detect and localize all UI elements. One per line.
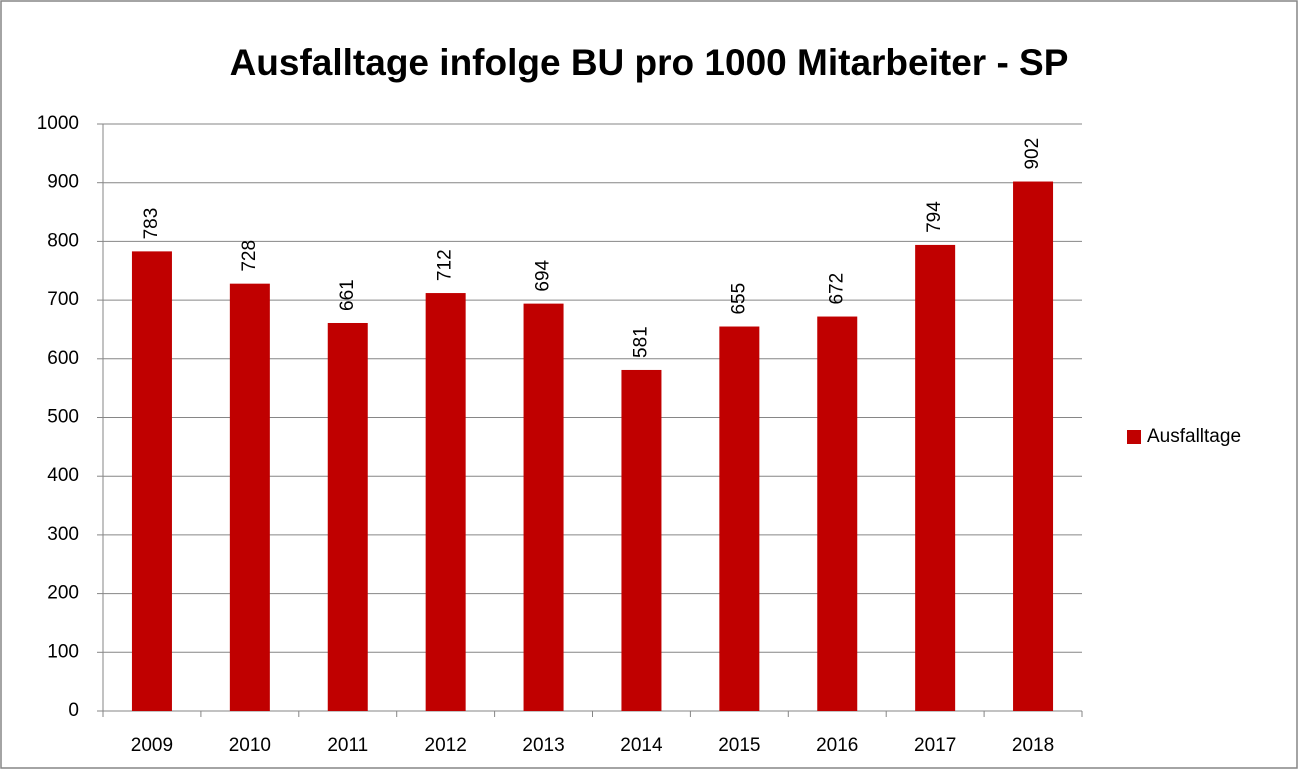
y-tick-label: 500	[47, 407, 79, 428]
bar	[523, 303, 564, 711]
bar	[1013, 181, 1054, 711]
data-label: 728	[239, 240, 260, 272]
bar	[621, 369, 662, 711]
y-tick-label: 600	[47, 348, 79, 369]
data-label: 712	[435, 249, 456, 281]
y-tick-label: 800	[47, 230, 79, 251]
data-label: 661	[337, 279, 358, 311]
x-tick-label: 2012	[425, 735, 467, 756]
bar	[719, 326, 760, 711]
y-tick-label: 1000	[37, 113, 79, 134]
x-tick-label: 2017	[914, 735, 956, 756]
y-tick-label: 700	[47, 289, 79, 310]
x-tick-label: 2010	[229, 735, 271, 756]
x-tick-label: 2014	[620, 735, 663, 756]
y-tick-label: 900	[47, 172, 79, 193]
x-tick-label: 2016	[816, 735, 858, 756]
bar	[229, 283, 270, 711]
data-label: 581	[630, 326, 651, 358]
chart-title: Ausfalltage infolge BU pro 1000 Mitarbei…	[230, 42, 1069, 83]
bar	[425, 293, 466, 711]
y-tick-label: 300	[47, 524, 79, 545]
x-tick-label: 2011	[327, 735, 368, 756]
legend-swatch	[1127, 430, 1141, 444]
data-label: 794	[924, 201, 945, 233]
bar	[915, 244, 956, 711]
y-tick-label: 0	[68, 700, 79, 721]
x-tick-label: 2018	[1012, 735, 1054, 756]
data-label: 672	[826, 273, 847, 305]
bar	[131, 251, 172, 711]
y-tick-label: 400	[47, 465, 79, 486]
x-tick-label: 2013	[522, 735, 564, 756]
bar	[327, 322, 368, 711]
data-label: 655	[728, 283, 749, 315]
bar	[817, 316, 858, 711]
data-label: 783	[141, 208, 162, 240]
data-label: 902	[1022, 138, 1043, 170]
data-label: 694	[533, 259, 554, 291]
x-tick-label: 2015	[718, 735, 760, 756]
legend-label: Ausfalltage	[1147, 426, 1241, 447]
y-tick-label: 200	[47, 583, 79, 604]
x-tick-label: 2009	[131, 735, 173, 756]
y-tick-label: 100	[47, 641, 79, 662]
